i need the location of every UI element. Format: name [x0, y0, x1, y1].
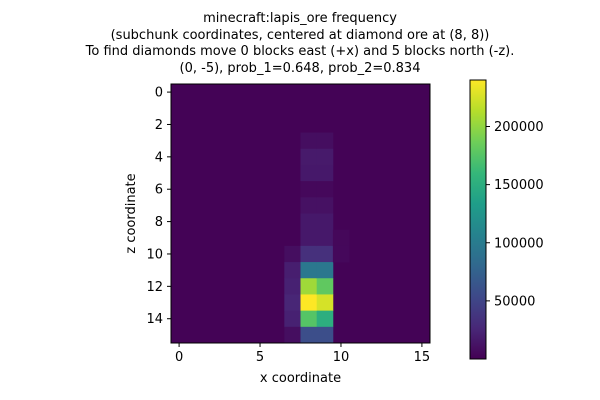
heatmap-cell	[316, 132, 334, 150]
y-tick-label: 8	[155, 215, 163, 230]
heatmap-cell	[300, 181, 318, 198]
x-tick-label: 0	[175, 350, 183, 365]
y-tick-label: 2	[155, 118, 163, 133]
colorbar-tick-label: 150000	[494, 178, 544, 193]
x-tick-label: 15	[414, 350, 431, 365]
colorbar-tick-label: 200000	[494, 120, 544, 135]
x-tick-label: 5	[256, 350, 264, 365]
heatmap-cell	[332, 245, 350, 263]
heatmap-cell	[316, 229, 334, 247]
chart-title-line-1: minecraft:lapis_ore frequency	[203, 11, 397, 26]
chart-title: minecraft:lapis_ore frequency (subchunk …	[0, 11, 600, 77]
heatmap-cell	[300, 245, 318, 263]
y-tick-label: 0	[155, 86, 163, 101]
heatmap-cells	[171, 84, 430, 344]
y-tick-label: 14	[146, 312, 163, 327]
heatmap-cell	[316, 245, 334, 263]
heatmap-cell	[284, 278, 301, 295]
x-axis-ticks: 0 5 10 15	[175, 343, 430, 365]
chart-title-line-2: (subchunk coordinates, centered at diamo…	[110, 27, 490, 43]
heatmap-cell	[300, 213, 318, 231]
y-axis-ticks: 0 2 4 6 8 10 12 14	[146, 86, 171, 327]
colorbar	[469, 79, 487, 360]
heatmap-cell	[300, 326, 318, 344]
chart-title-line-4: (0, -5), prob_1=0.648, prob_2=0.834	[179, 60, 421, 76]
heatmap-cell	[316, 213, 334, 231]
colorbar-tick-label: 100000	[494, 236, 544, 251]
colorbar-tick-label: 50000	[494, 294, 535, 309]
heatmap-cell	[316, 262, 334, 279]
heatmap-cell	[300, 132, 318, 150]
heatmap-cell	[316, 164, 334, 182]
heatmap-cell	[316, 181, 334, 198]
heatmap-cell	[300, 310, 318, 328]
plot-frame	[170, 83, 431, 344]
heatmap-cell	[300, 294, 318, 312]
heatmap-cell	[284, 310, 301, 328]
heatmap-cell	[284, 262, 301, 279]
y-tick-label: 4	[155, 150, 163, 165]
y-tick-label: 10	[146, 247, 163, 262]
heatmap-cell	[332, 229, 350, 247]
heatmap-cell	[316, 197, 334, 214]
heatmap-cell	[300, 148, 318, 166]
heatmap-cell	[316, 310, 334, 328]
heatmap-cell	[300, 229, 318, 247]
y-tick-label: 12	[146, 280, 163, 295]
heatmap-cell	[284, 294, 301, 312]
heatmap-cell	[300, 262, 318, 279]
heatmap-cell	[284, 326, 301, 344]
heatmap-cell	[316, 148, 334, 166]
heatmap-cell	[316, 326, 334, 344]
heatmap-cell	[284, 245, 301, 263]
heatmap-cell	[300, 197, 318, 214]
heatmap-cell	[316, 294, 334, 312]
x-tick-label: 10	[333, 350, 350, 365]
x-axis-label: x coordinate	[260, 371, 341, 386]
chart-title-line-3: To find diamonds move 0 blocks east (+x)…	[85, 44, 515, 60]
y-axis-label: z coordinate	[124, 173, 139, 253]
y-tick-label: 6	[155, 183, 163, 198]
heatmap-cell	[300, 278, 318, 295]
colorbar-ticks: 50000 100000 150000 200000	[486, 120, 544, 309]
heatmap-cell	[316, 278, 334, 295]
heatmap-cell	[300, 164, 318, 182]
